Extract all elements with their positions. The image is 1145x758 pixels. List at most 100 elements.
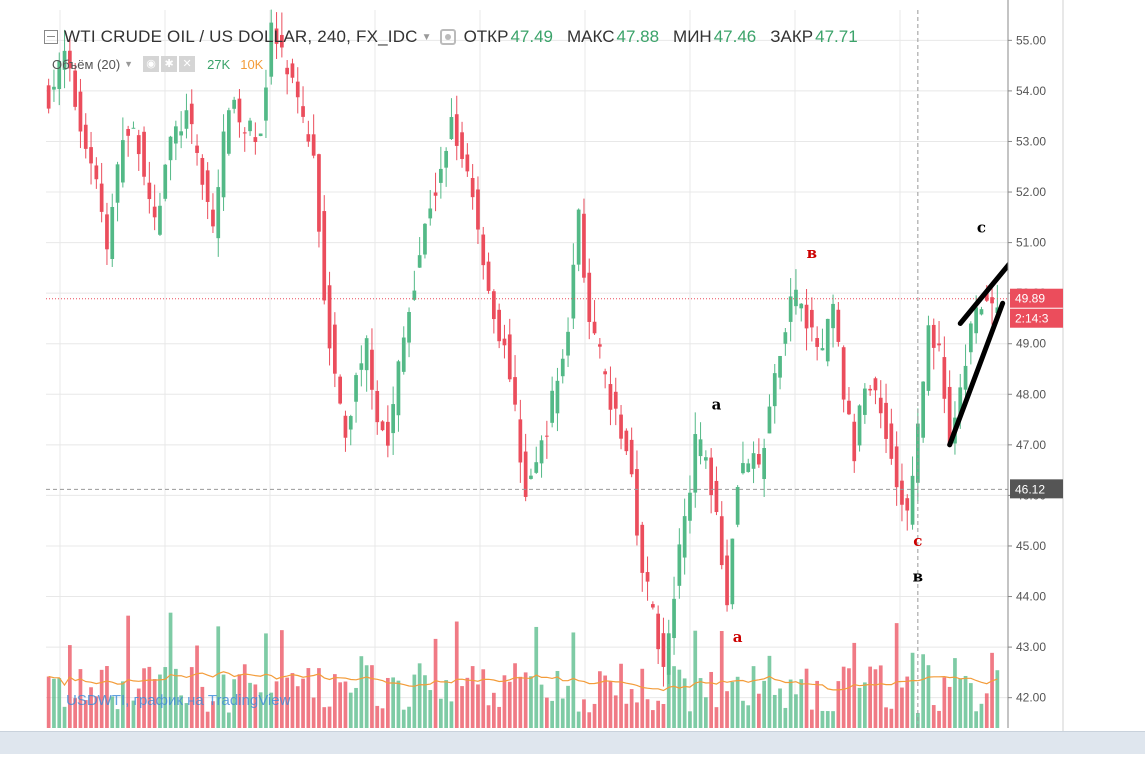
candle-body: [78, 91, 83, 132]
volume-bar: [624, 703, 629, 728]
candle-body: [926, 325, 931, 391]
volume-bar: [433, 638, 438, 728]
volume-bar: [195, 645, 199, 728]
last-price-tag[interactable]: [1010, 288, 1063, 308]
volume-bar: [221, 674, 226, 728]
crosshair-price-tag[interactable]: [1010, 479, 1063, 499]
candle-body: [900, 480, 904, 505]
candle-body: [168, 136, 173, 161]
volume-bar: [809, 709, 814, 728]
candle-body: [804, 304, 809, 329]
candle-body: [52, 86, 56, 90]
candle-body: [158, 205, 162, 235]
candle-body: [513, 377, 517, 405]
candle-body: [947, 386, 952, 444]
candle-body: [62, 50, 67, 70]
candle-body: [385, 421, 390, 446]
chevron-down-icon[interactable]: ▼: [421, 31, 432, 43]
volume-bar: [317, 668, 321, 728]
volume-bar: [105, 666, 109, 728]
candle-body: [963, 365, 968, 390]
collapse-icon[interactable]: [44, 30, 58, 44]
candle-body: [200, 157, 205, 185]
volume-label[interactable]: Объём (20): [52, 56, 121, 72]
candle-body: [751, 453, 756, 469]
candles: [46, 9, 1000, 687]
candle-body: [661, 633, 666, 667]
volume-bar: [629, 689, 634, 728]
candle-body: [163, 164, 168, 199]
candle-body: [555, 380, 560, 414]
volume-bar: [491, 692, 496, 728]
volume-bar: [226, 712, 231, 728]
candle-body: [910, 475, 915, 525]
volume-bar: [958, 678, 963, 728]
candle-body: [709, 457, 714, 496]
volume-bar: [979, 703, 984, 728]
volume-bar: [173, 668, 178, 728]
volume-bar: [513, 663, 517, 728]
candle-body: [799, 303, 804, 309]
volume-bar: [555, 670, 560, 728]
volume-bar: [168, 612, 173, 728]
candle-body: [719, 516, 724, 566]
candle-body: [608, 384, 613, 410]
candle-body: [783, 332, 788, 344]
candle-body: [348, 416, 353, 430]
volume-bar: [645, 699, 650, 728]
candle-body: [189, 103, 194, 125]
candle-body: [274, 28, 279, 44]
trendline[interactable]: [947, 300, 1006, 448]
candle-body: [592, 321, 597, 334]
candle-body: [279, 34, 284, 48]
volume-bar: [290, 673, 295, 728]
time-scale-strip[interactable]: [0, 731, 1145, 754]
eye-icon[interactable]: [439, 29, 456, 45]
high-label: МАКС: [566, 27, 615, 46]
candle-body: [741, 463, 745, 474]
volume-bar: [831, 711, 835, 728]
legend-header: WTI CRUDE OIL / US DOLLAR, 240, FX_IDC ▼…: [44, 26, 872, 48]
candle-body: [295, 81, 300, 98]
candle-body: [544, 435, 549, 437]
eye-icon[interactable]: ◉: [143, 56, 160, 72]
candle-body: [142, 131, 146, 177]
candle-body: [539, 440, 544, 464]
volume-bar: [449, 701, 454, 728]
candle-body: [518, 419, 523, 463]
candle-body: [603, 371, 608, 375]
volume-bar: [385, 677, 390, 728]
countdown-tag[interactable]: [1010, 308, 1063, 328]
volume-bar: [650, 710, 655, 728]
volume-bar: [756, 693, 761, 728]
candle-body: [672, 598, 676, 639]
price-axis[interactable]: 42.0043.0044.0045.0046.0047.0048.0049.00…: [1007, 0, 1064, 753]
tick-label: 42.00: [1016, 691, 1046, 705]
volume-bar: [703, 697, 708, 728]
candle-body: [698, 439, 703, 457]
symbol-title[interactable]: WTI CRUDE OIL / US DOLLAR, 240, FX_IDC: [64, 27, 418, 46]
volume-bar: [417, 663, 422, 728]
volume-bar: [380, 708, 385, 728]
volume-bar: [905, 676, 910, 728]
volume-bar: [597, 671, 602, 728]
volume-bar: [767, 655, 772, 728]
chevron-down-icon[interactable]: ▼: [124, 59, 134, 69]
volume-bar: [539, 684, 544, 728]
volume-bar: [825, 711, 830, 728]
candle-body: [396, 361, 401, 416]
tradingview-watermark[interactable]: USDWTI, график на TradingView: [66, 692, 291, 709]
tick-label: 48.00: [1016, 387, 1046, 401]
candle-body: [433, 192, 438, 196]
volume-bar: [910, 652, 915, 728]
wave-label: в: [807, 244, 817, 262]
low-label: МИН: [673, 27, 712, 46]
candle-body: [332, 324, 337, 374]
close-icon[interactable]: ✕: [179, 56, 196, 72]
volume-bar: [900, 687, 904, 728]
gear-icon[interactable]: ✱: [161, 56, 178, 72]
candle-body: [571, 264, 576, 319]
volume-bar: [698, 678, 703, 728]
